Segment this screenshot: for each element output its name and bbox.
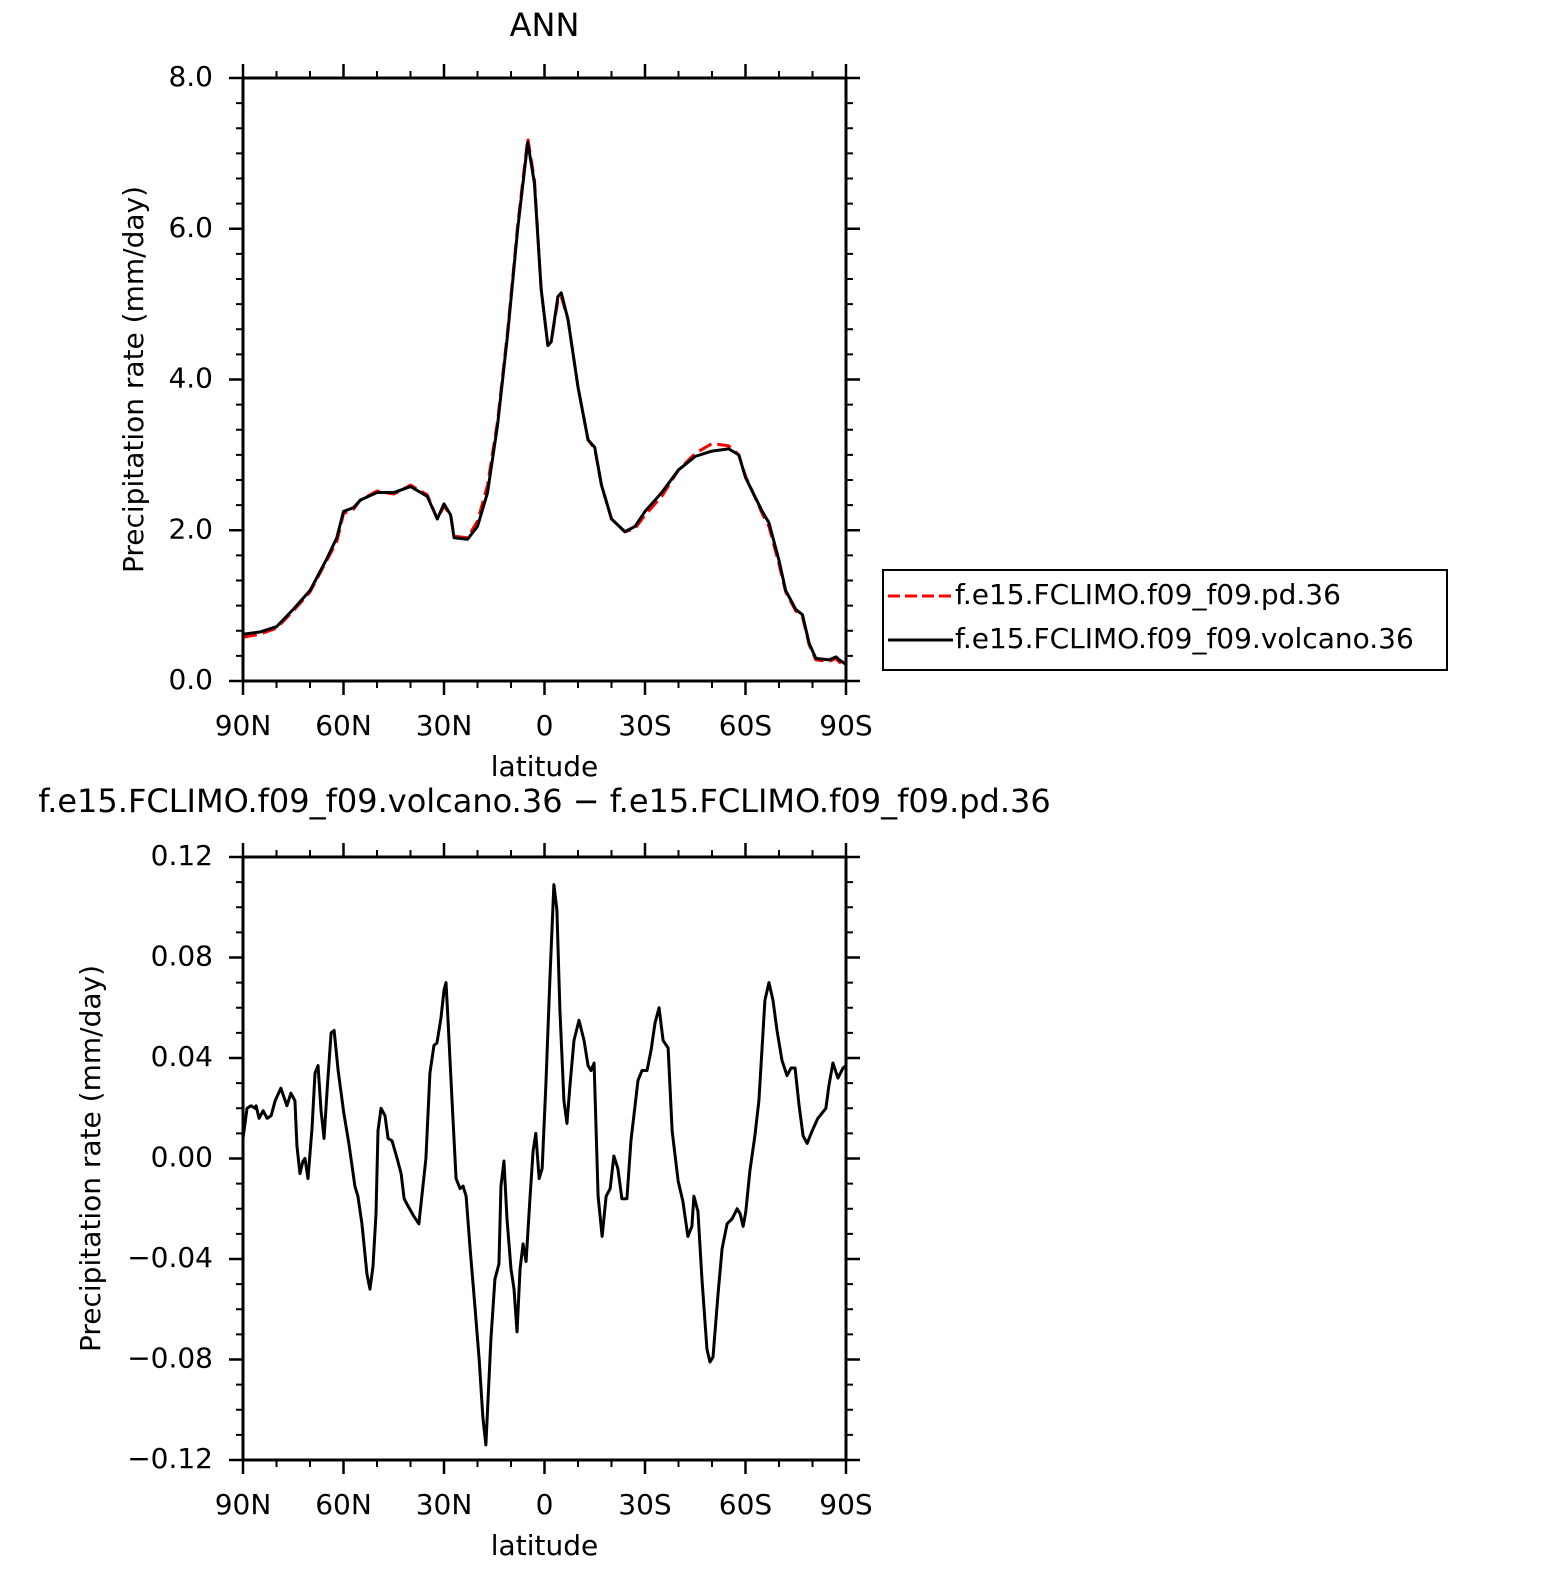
x-tick-label: 90S <box>819 1488 872 1521</box>
x-tick-label: 30N <box>416 1488 473 1521</box>
data-line <box>242 140 847 666</box>
x-tick-label: 60S <box>719 1488 772 1521</box>
x-axis-label: latitude <box>491 750 598 783</box>
y-tick-label: −0.08 <box>127 1342 213 1375</box>
y-axis-label: Precipitation rate (mm/day) <box>74 965 107 1352</box>
legend-label: f.e15.FCLIMO.f09_f09.pd.36 <box>955 578 1341 611</box>
y-tick-label: −0.12 <box>127 1442 213 1475</box>
y-tick-label: 0.0 <box>168 663 213 696</box>
plot-frame <box>241 855 848 1462</box>
y-tick-label: 6.0 <box>168 211 213 244</box>
y-axis-label: Precipitation rate (mm/day) <box>117 186 150 573</box>
x-tick-label: 60S <box>719 709 772 742</box>
y-tick-label: 0.00 <box>151 1141 213 1174</box>
data-line <box>241 883 847 1447</box>
chart-title: f.e15.FCLIMO.f09_f09.volcano.36 − f.e15.… <box>38 782 1051 820</box>
y-tick-label: 4.0 <box>168 362 213 395</box>
x-axis-label: latitude <box>491 1529 598 1562</box>
plot-frame <box>241 76 848 683</box>
x-tick-label: 90N <box>215 1488 272 1521</box>
y-tick-label: 0.08 <box>151 940 213 973</box>
x-tick-label: 60N <box>315 709 372 742</box>
x-tick-label: 90S <box>819 709 872 742</box>
x-tick-label: 0 <box>536 1488 554 1521</box>
y-tick-label: −0.04 <box>127 1241 213 1274</box>
y-tick-label: 0.04 <box>151 1040 213 1073</box>
x-tick-label: 60N <box>315 1488 372 1521</box>
x-tick-label: 0 <box>536 709 554 742</box>
x-tick-label: 30N <box>416 709 473 742</box>
y-tick-label: 0.12 <box>151 839 213 872</box>
x-tick-label: 30S <box>618 1488 671 1521</box>
x-tick-label: 30S <box>618 709 671 742</box>
legend-label: f.e15.FCLIMO.f09_f09.volcano.36 <box>955 622 1414 655</box>
legend-box <box>882 569 1448 671</box>
chart-title: ANN <box>510 6 580 44</box>
x-tick-label: 90N <box>215 709 272 742</box>
y-tick-label: 2.0 <box>168 512 213 545</box>
y-tick-label: 8.0 <box>168 60 213 93</box>
